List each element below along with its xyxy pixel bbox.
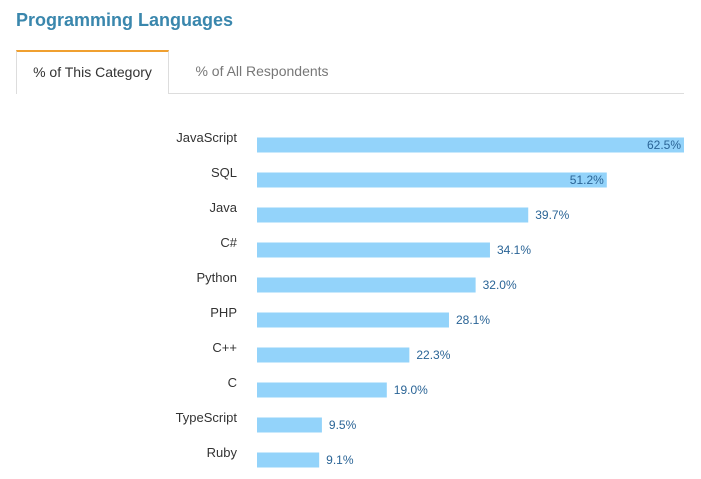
category-label: SQL: [211, 165, 237, 180]
value-label: 34.1%: [497, 243, 531, 257]
value-label: 32.0%: [483, 278, 517, 292]
tab-all-respondents[interactable]: % of All Respondents: [195, 63, 329, 79]
category-label: Ruby: [207, 445, 238, 460]
category-label: Java: [210, 200, 238, 215]
tab-bar: % of This Category % of All Respondents: [16, 50, 684, 94]
value-label: 39.7%: [535, 208, 569, 222]
bar: [257, 347, 410, 363]
category-label: JavaScript: [176, 130, 237, 145]
bar: [257, 382, 387, 398]
bar: [257, 242, 490, 258]
category-label: PHP: [210, 305, 237, 320]
value-label: 51.2%: [570, 173, 604, 187]
value-label: 19.0%: [394, 383, 428, 397]
value-label: 9.1%: [326, 453, 354, 467]
value-label: 28.1%: [456, 313, 490, 327]
bar: [257, 207, 529, 223]
category-label: Python: [197, 270, 237, 285]
bar: [257, 452, 320, 468]
bar: [257, 417, 322, 433]
bar: [257, 137, 684, 153]
bar: [257, 312, 449, 328]
value-label: 62.5%: [647, 138, 681, 152]
value-label: 9.5%: [329, 418, 357, 432]
tab-this-category[interactable]: % of This Category: [16, 50, 169, 94]
category-label: TypeScript: [176, 410, 238, 425]
value-label: 22.3%: [416, 348, 450, 362]
bar: [257, 277, 476, 293]
category-label: C++: [212, 340, 237, 355]
bar: [257, 172, 607, 188]
page-title: Programming Languages: [16, 10, 234, 30]
category-label: C#: [220, 235, 237, 250]
category-label: C: [228, 375, 237, 390]
